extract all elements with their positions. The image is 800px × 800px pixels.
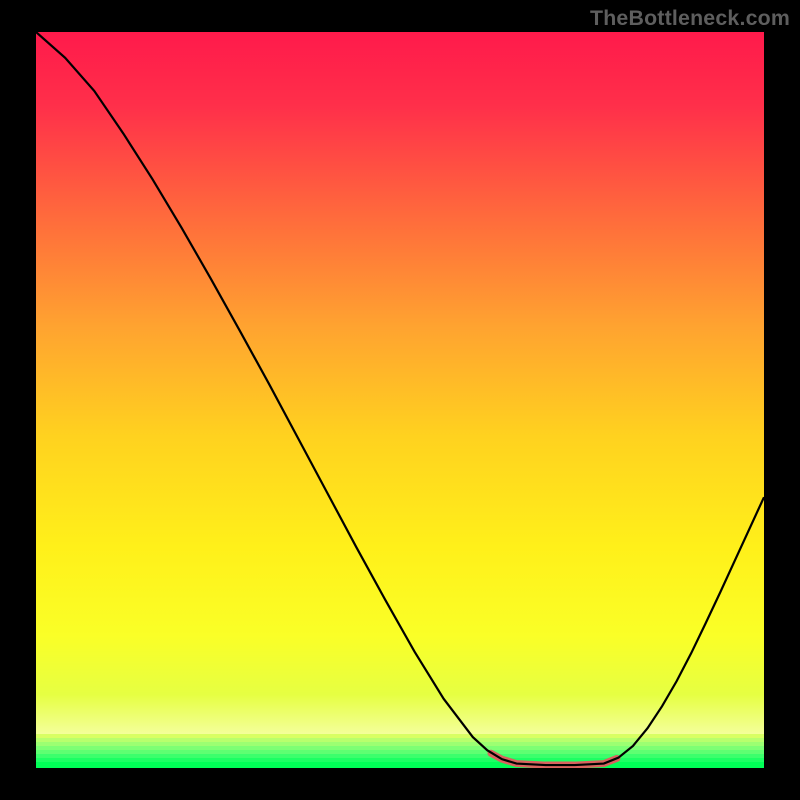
watermark-text: TheBottleneck.com xyxy=(590,6,790,31)
chart-root: TheBottleneck.com xyxy=(0,0,800,800)
plot-area xyxy=(36,32,764,768)
curve-layer xyxy=(36,32,764,768)
main-curve xyxy=(36,32,764,765)
